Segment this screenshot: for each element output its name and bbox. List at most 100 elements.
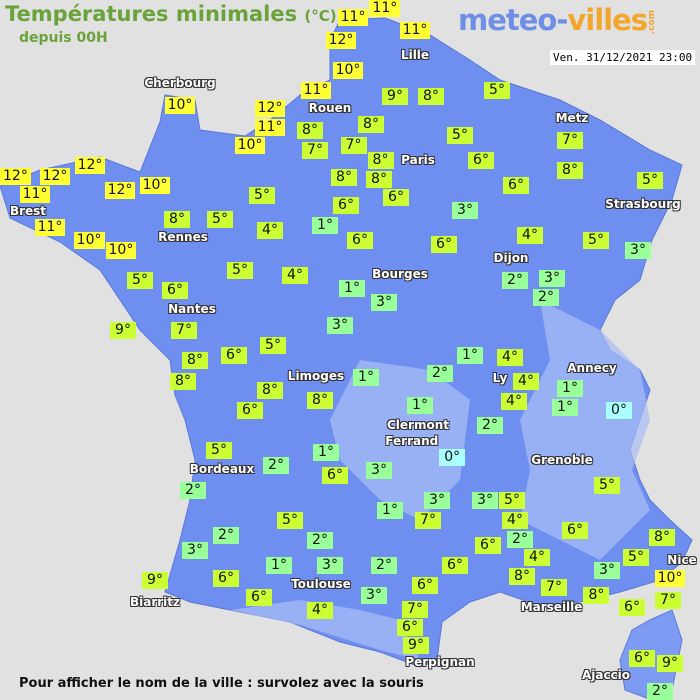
temperature-label[interactable]: 3° [539,269,565,287]
temperature-label[interactable]: 8° [367,151,394,169]
temperature-label[interactable]: 4° [502,511,528,529]
temperature-label[interactable]: 12° [74,156,106,174]
temperature-label[interactable]: 2° [307,531,333,549]
temperature-label[interactable]: 6° [237,401,263,419]
temperature-label[interactable]: 8° [366,171,392,188]
temperature-label[interactable]: 11° [369,0,401,17]
temperature-label[interactable]: 3° [472,491,498,509]
temperature-label[interactable]: 9° [110,321,136,339]
temperature-label[interactable]: 11° [34,219,66,236]
temperature-label[interactable]: 7° [541,578,567,596]
temperature-label[interactable]: 5° [127,271,153,289]
temperature-label[interactable]: 3° [371,293,397,311]
temperature-label[interactable]: 7° [415,511,441,529]
temperature-label[interactable]: 1° [557,379,583,397]
temperature-label[interactable]: 10° [332,61,364,79]
temperature-label[interactable]: 4° [257,221,283,239]
temperature-label[interactable]: 6° [468,151,494,169]
temperature-label[interactable]: 10° [139,176,171,194]
temperature-label[interactable]: 7° [340,136,367,154]
temperature-label[interactable]: 5° [594,476,620,494]
temperature-label[interactable]: 8° [509,567,535,585]
temperature-label[interactable]: 5° [206,441,232,459]
temperature-label[interactable]: 6° [629,650,655,668]
temperature-label[interactable]: 12° [104,181,136,199]
temperature-label[interactable]: 5° [484,81,510,99]
temperature-label[interactable]: 4° [307,601,333,619]
temperature-label[interactable]: 1° [377,501,403,519]
temperature-label[interactable]: 11° [300,81,332,99]
temperature-label[interactable]: 2° [477,416,503,434]
temperature-label[interactable]: 6° [246,588,272,606]
temperature-label[interactable]: 5° [637,171,663,189]
temperature-label[interactable]: 7° [557,131,583,149]
temperature-label[interactable]: 11° [399,21,431,39]
temperature-label[interactable]: 8° [557,161,583,179]
temperature-label[interactable]: 8° [649,528,675,546]
temperature-label[interactable]: 4° [517,226,543,244]
temperature-label[interactable]: 5° [447,126,473,144]
temperature-label[interactable]: 4° [282,266,308,284]
temperature-label[interactable]: 2° [371,556,397,574]
temperature-label[interactable]: 1° [312,216,338,234]
temperature-label[interactable]: 6° [162,281,188,299]
temperature-label[interactable]: 5° [583,231,609,249]
temperature-label[interactable]: 5° [227,261,253,279]
temperature-label[interactable]: 3° [452,201,478,219]
temperature-label[interactable]: 3° [361,586,387,604]
temperature-label[interactable]: 6° [333,196,359,214]
temperature-label[interactable]: 6° [347,231,373,249]
temperature-label[interactable]: 6° [397,619,423,637]
temperature-label[interactable]: 11° [337,8,369,26]
temperature-label[interactable]: 2° [427,364,453,382]
temperature-label[interactable]: 1° [407,396,433,414]
temperature-label[interactable]: 12° [39,168,71,185]
temperature-label[interactable]: 8° [297,121,323,139]
temperature-label[interactable]: 8° [331,168,357,186]
temperature-label[interactable]: 1° [339,279,365,297]
temperature-label[interactable]: 7° [655,591,681,609]
temperature-label[interactable]: 9° [142,571,168,589]
temperature-label[interactable]: 4° [524,549,550,566]
temperature-label[interactable]: 1° [353,368,379,386]
temperature-label[interactable]: 6° [562,521,588,539]
temperature-label[interactable]: 3° [366,461,392,479]
temperature-label[interactable]: 5° [207,210,233,228]
temperature-label[interactable]: 10° [105,241,137,259]
temperature-label[interactable]: 6° [412,576,438,594]
temperature-label[interactable]: 2° [263,456,289,474]
temperature-label[interactable]: 3° [182,541,208,559]
temperature-label[interactable]: 11° [254,118,286,136]
temperature-label[interactable]: 4° [513,372,539,390]
temperature-label[interactable]: 7° [302,141,328,159]
temperature-label[interactable]: 10° [164,96,196,114]
temperature-label[interactable]: 3° [327,316,353,334]
temperature-label[interactable]: 9° [657,654,683,672]
temperature-label[interactable]: 2° [502,271,528,289]
temperature-label[interactable]: 8° [418,87,444,105]
temperature-label[interactable]: 6° [475,536,501,554]
temperature-label[interactable]: 2° [213,526,239,544]
temperature-label[interactable]: 0° [439,448,466,466]
temperature-label[interactable]: 9° [403,637,429,655]
temperature-label[interactable]: 1° [313,443,339,461]
temperature-label[interactable]: 3° [625,241,651,259]
temperature-label[interactable]: 9° [382,87,408,105]
temperature-label[interactable]: 5° [623,548,649,566]
temperature-label[interactable]: 1° [266,556,292,574]
temperature-label[interactable]: 12° [0,167,31,185]
temperature-label[interactable]: 2° [533,288,559,306]
temperature-label[interactable]: 6° [221,346,247,364]
temperature-label[interactable]: 2° [507,531,533,548]
temperature-label[interactable]: 6° [322,466,348,484]
temperature-label[interactable]: 8° [170,372,196,390]
temperature-label[interactable]: 11° [19,186,51,203]
temperature-label[interactable]: 1° [457,346,483,364]
temperature-label[interactable]: 6° [503,176,529,194]
temperature-label[interactable]: 1° [552,398,578,416]
temperature-label[interactable]: 6° [442,556,468,574]
temperature-label[interactable]: 3° [424,491,450,509]
temperature-label[interactable]: 6° [213,569,239,587]
meteo-villes-logo[interactable]: meteo-villes.com [458,3,657,37]
temperature-label[interactable]: 2° [647,683,673,700]
